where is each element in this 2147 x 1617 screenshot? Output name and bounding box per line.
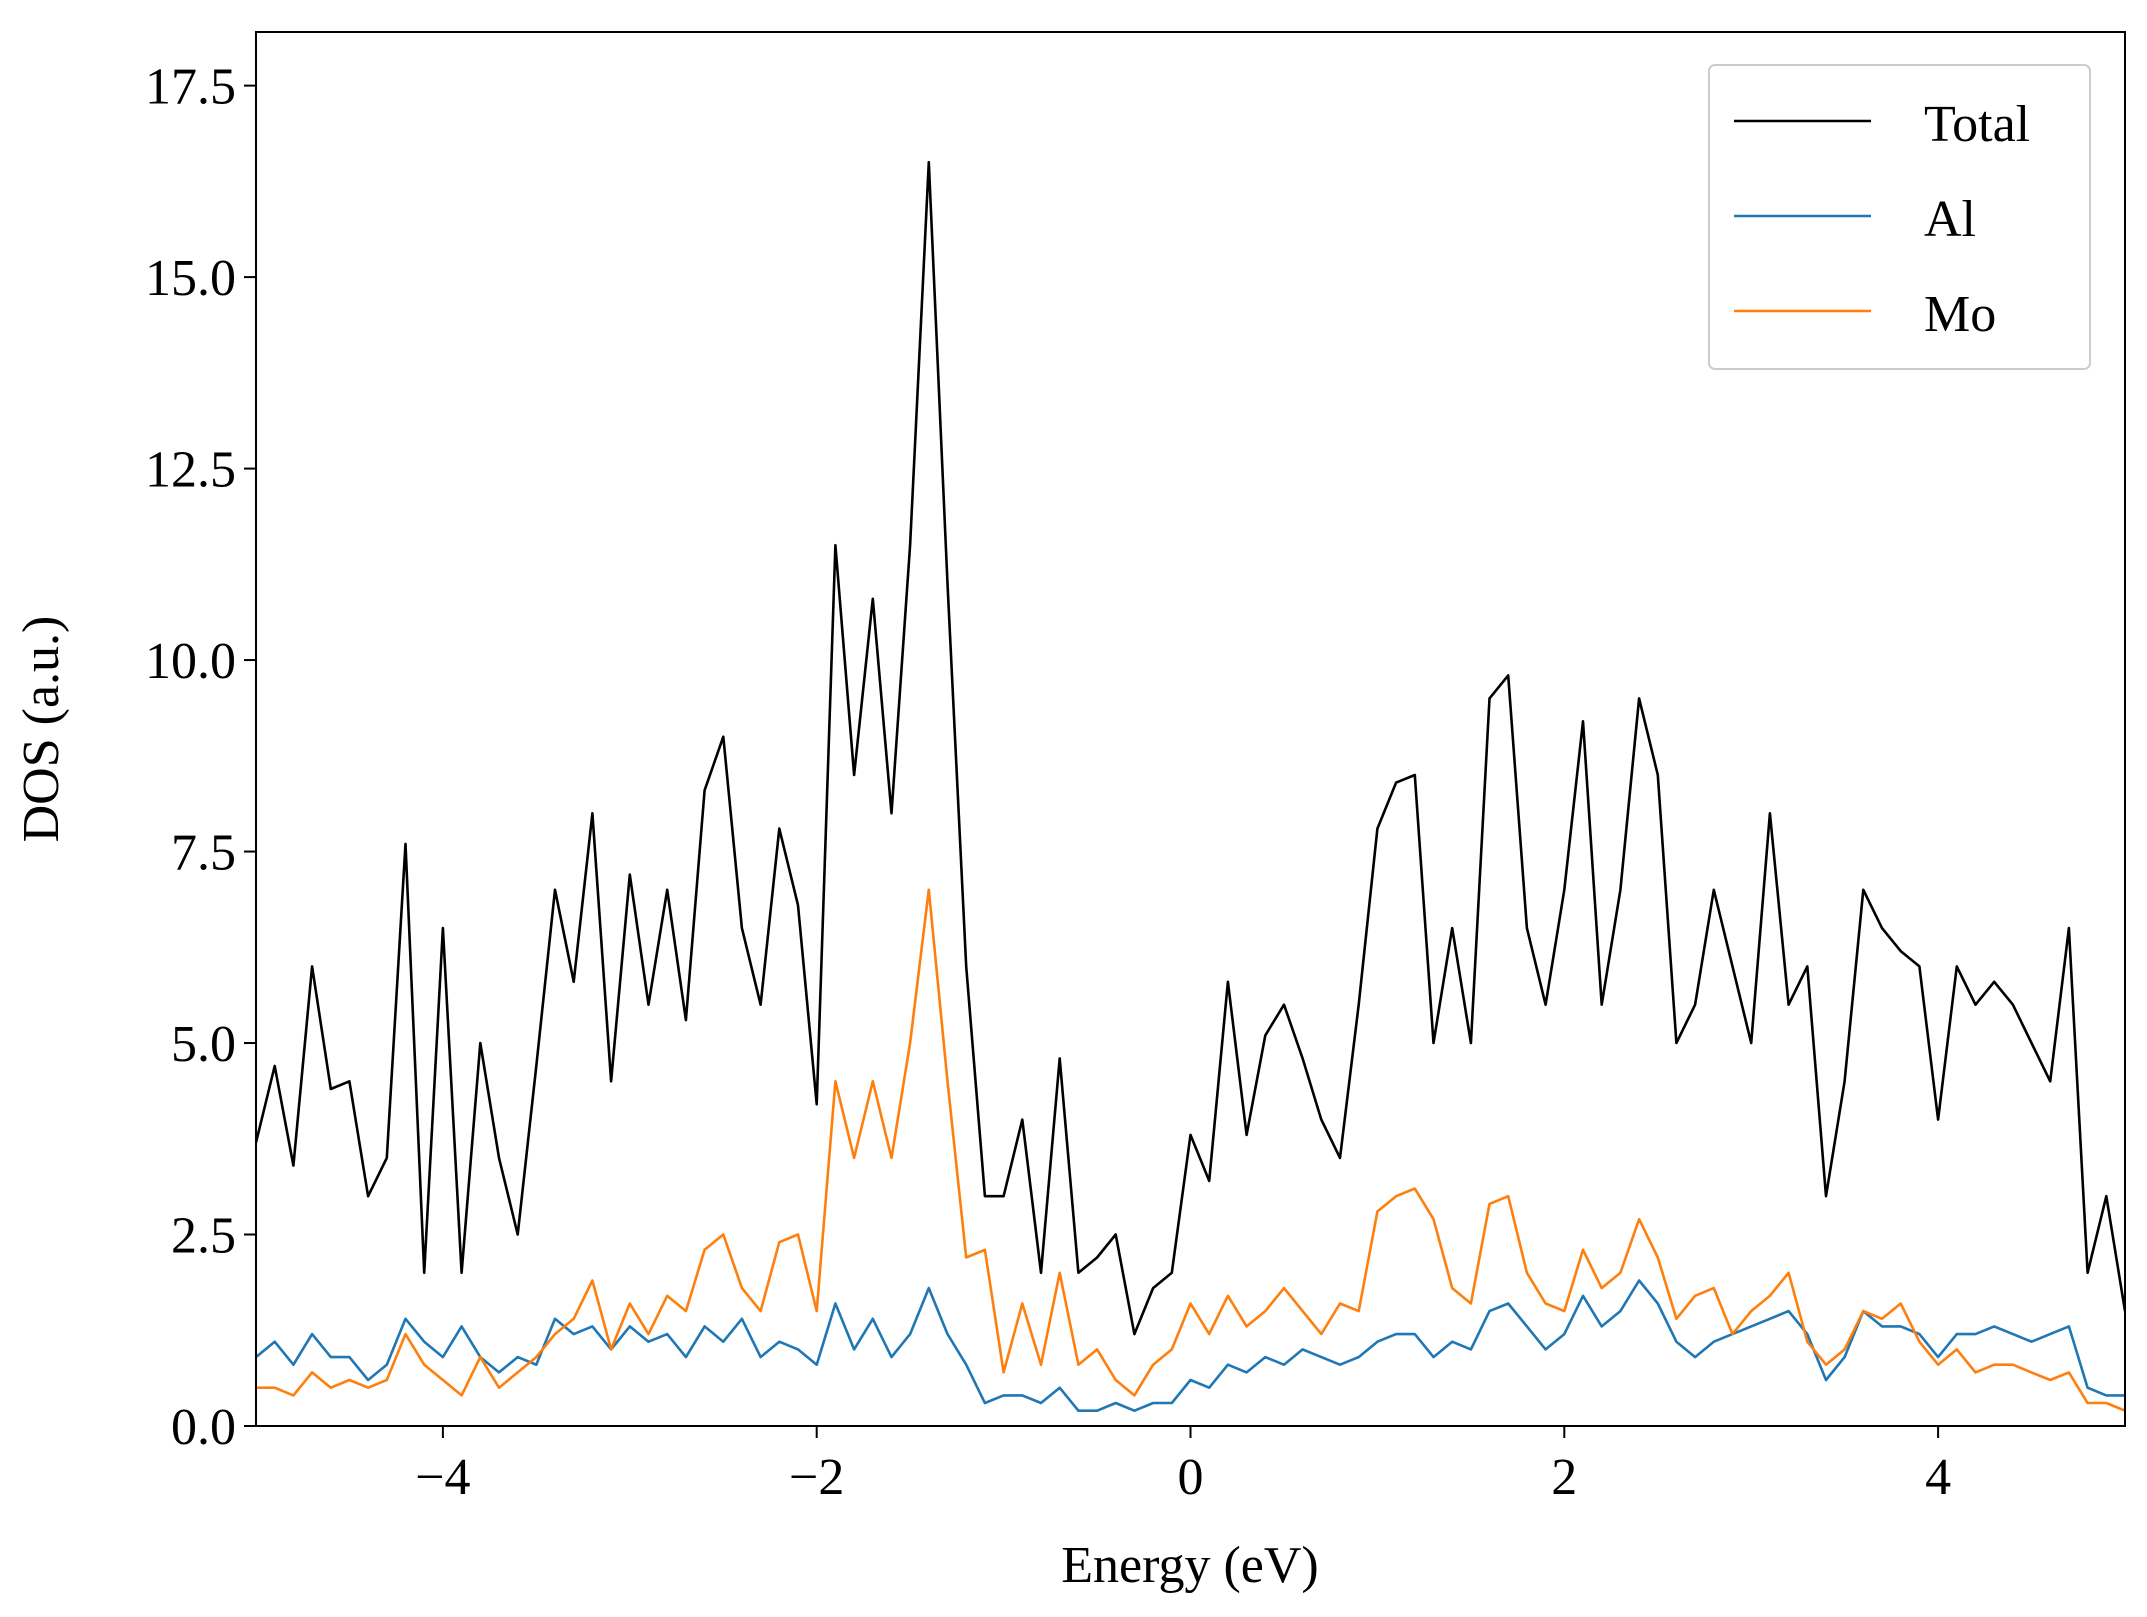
- x-axis-label: Energy (eV): [1061, 1537, 1319, 1594]
- series-line: [256, 160, 2125, 1336]
- y-tick-label: 7.5: [171, 825, 236, 882]
- x-tick-label: 0: [1178, 1449, 1204, 1506]
- x-tick-label: −2: [789, 1449, 844, 1506]
- legend-box: [1708, 64, 2091, 370]
- y-tick-label: 15.0: [145, 250, 236, 307]
- legend-label: Total: [1924, 96, 2030, 153]
- y-tick-label: 10.0: [145, 633, 236, 690]
- y-tick-label: 12.5: [145, 442, 236, 499]
- y-tick-label: 17.5: [145, 59, 236, 116]
- x-tick-label: −4: [415, 1449, 470, 1506]
- y-tick-label: 0.0: [171, 1399, 236, 1456]
- x-tick-label: 4: [1925, 1449, 1951, 1506]
- axes-frame: [255, 31, 2126, 1427]
- y-tick-label: 2.5: [171, 1208, 236, 1265]
- legend-label: Al: [1924, 191, 1976, 248]
- x-tick-label: 2: [1551, 1449, 1577, 1506]
- y-tick-label: 5.0: [171, 1016, 236, 1073]
- series-line: [256, 888, 2125, 1412]
- legend-label: Mo: [1924, 286, 1996, 343]
- y-axis-label: DOS (a.u.): [13, 616, 70, 843]
- series-line: [256, 1279, 2125, 1412]
